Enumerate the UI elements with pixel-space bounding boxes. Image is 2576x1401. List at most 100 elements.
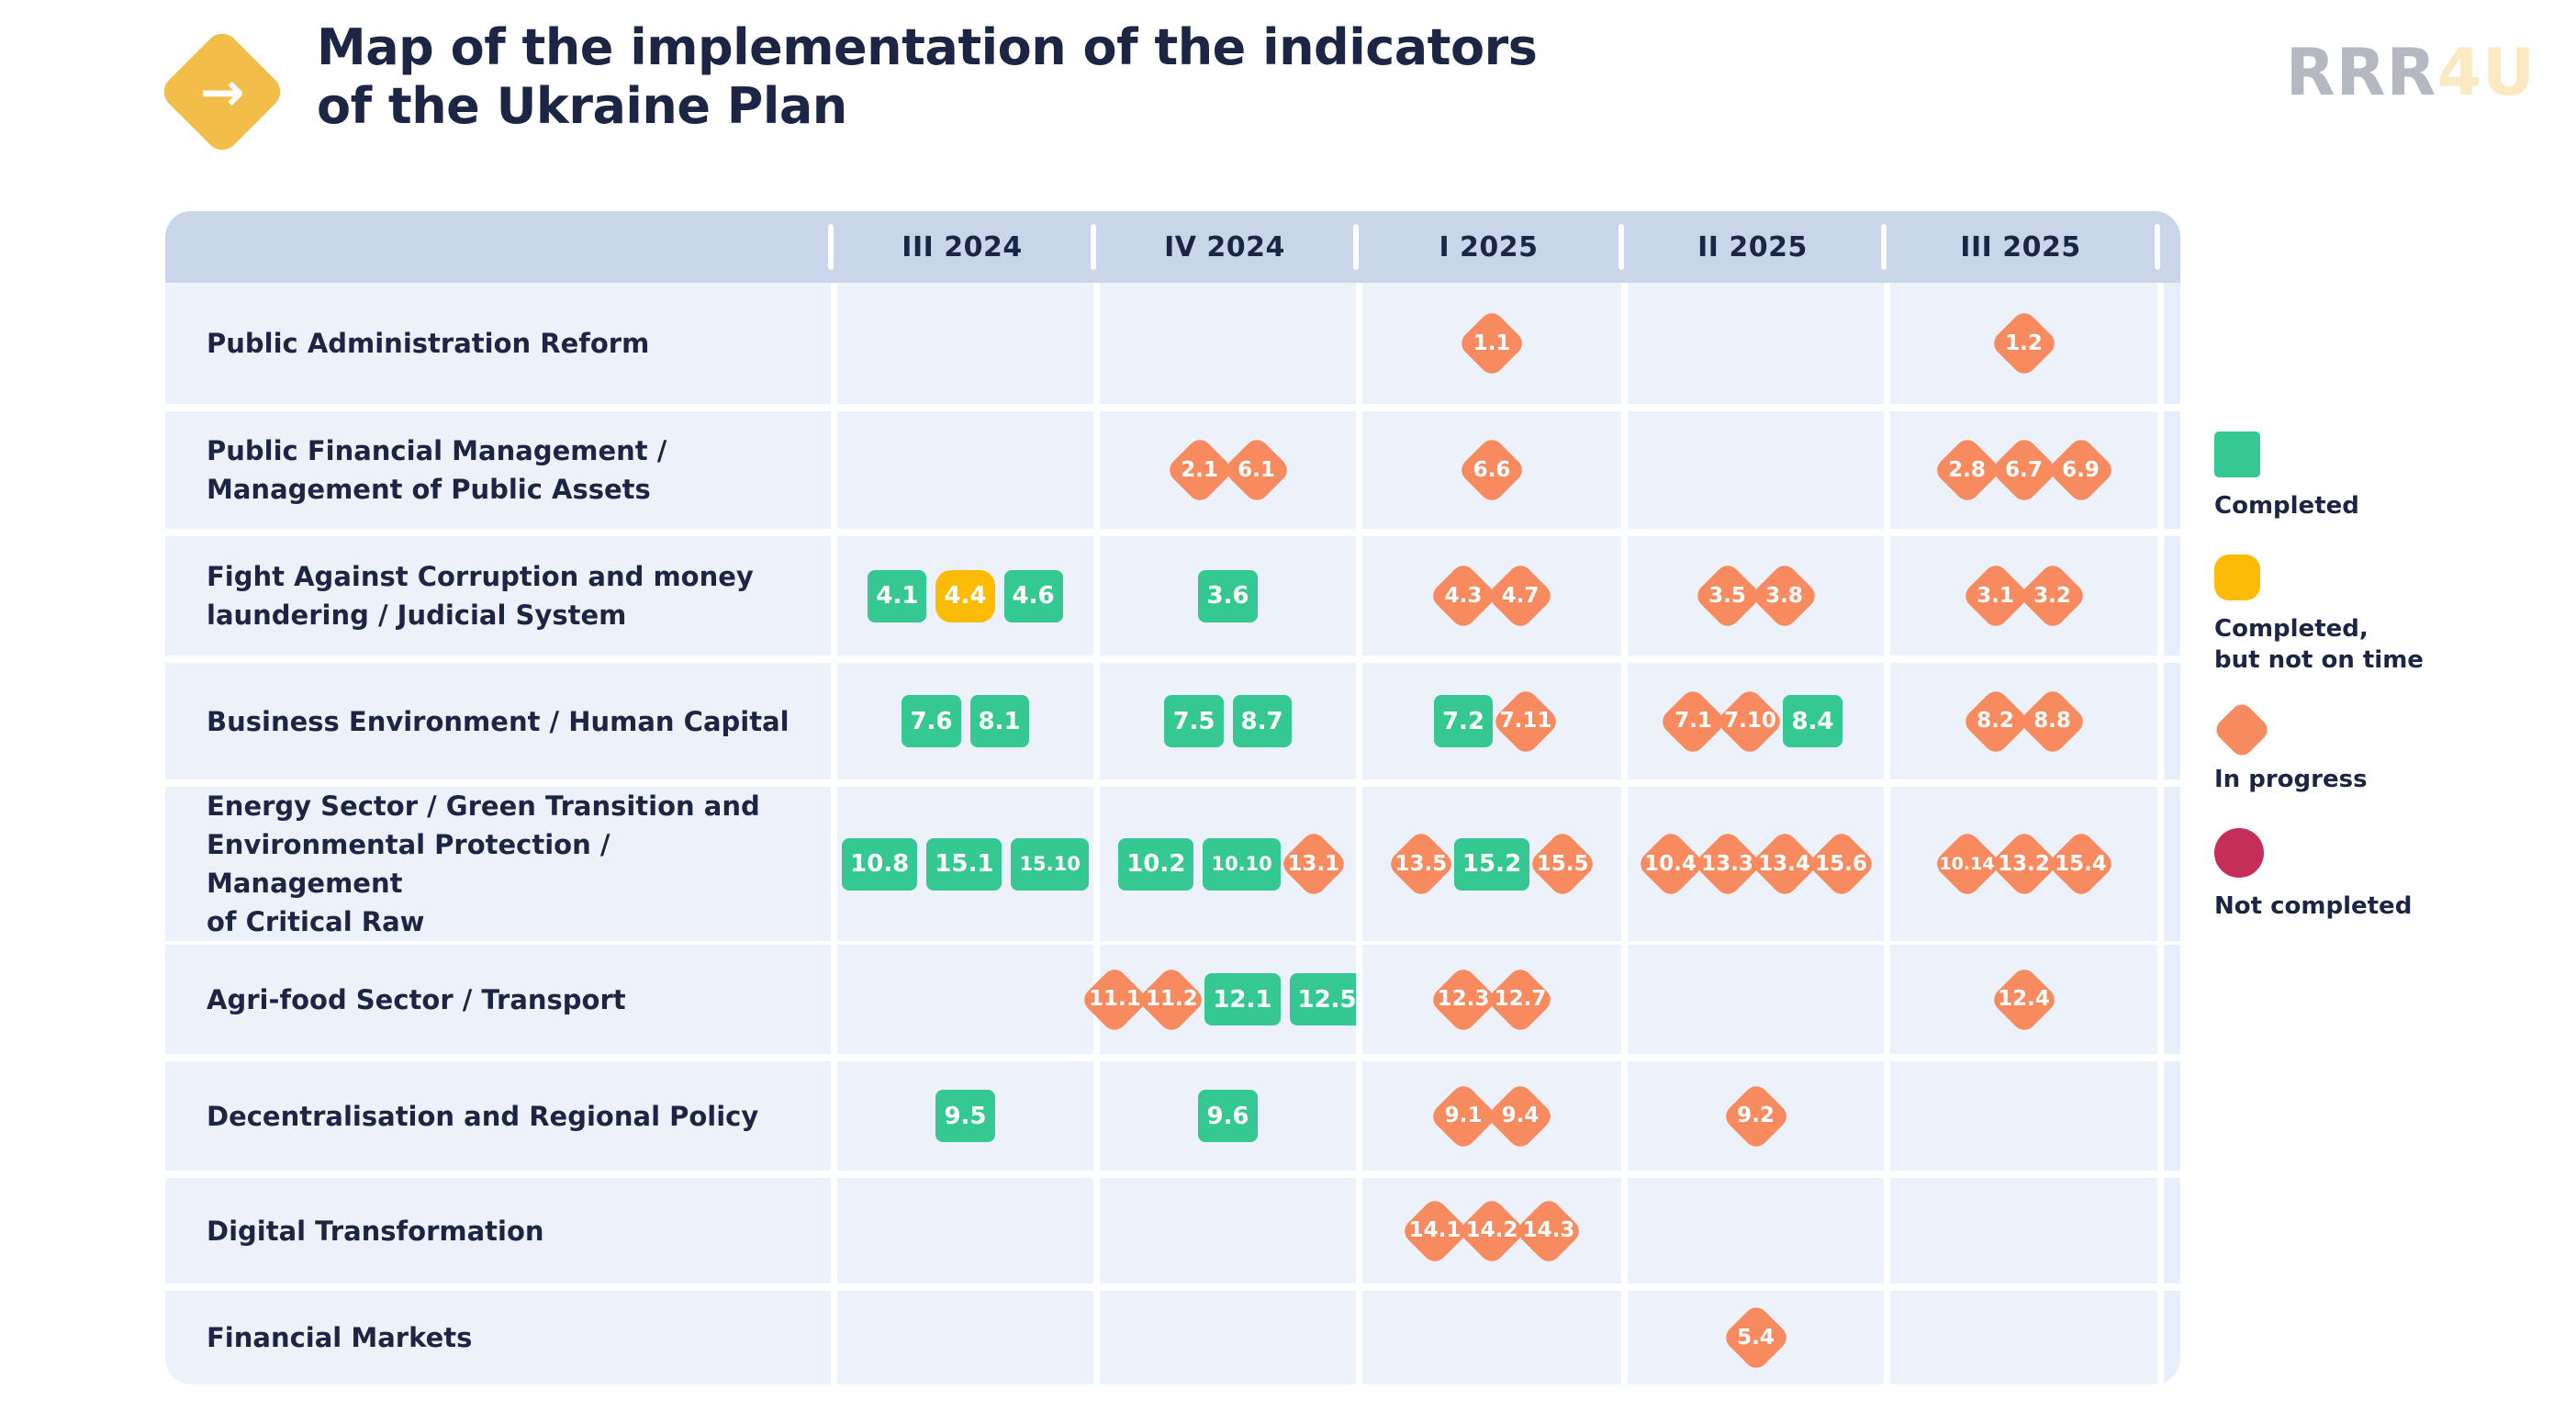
indicator-badge-4.1: 4.1 [868, 569, 927, 622]
matrix-cell-iv-2024 [1093, 1291, 1356, 1384]
matrix-cell-iv-2024 [1093, 283, 1356, 404]
column-divider [2155, 224, 2160, 270]
row-label: Decentralisation and Regional Policy [207, 1100, 759, 1132]
indicator-badge-label: 9.6 [1206, 1102, 1249, 1130]
matrix-cell-iv-2024: 11.1 11.2 12.1 12.5 [1080, 945, 1365, 1054]
matrix-corner-cell [165, 211, 831, 283]
header-right-strip [2155, 211, 2180, 283]
page-title-line1: Map of the implementation of the indicat… [317, 18, 1538, 76]
row-right-strip [2157, 536, 2180, 656]
indicator-badge-3.1: 3.1 [1960, 560, 2031, 632]
column-divider [828, 224, 834, 270]
badge-cluster: 7.1 7.10 8.4 [1658, 686, 1846, 757]
indicator-badge-label: 3.5 [1708, 583, 1746, 608]
indicator-badge-7.11: 7.11 [1490, 686, 1562, 757]
matrix-cell-iii-2025: 8.2 8.8 [1884, 663, 2157, 779]
indicator-badge-2.1: 2.1 [1164, 434, 1235, 506]
indicator-badge-label: 9.1 [1444, 1104, 1483, 1127]
matrix-cell-iii-2025 [1884, 1291, 2157, 1384]
indicator-badge-label: 13.1 [1287, 851, 1340, 876]
indicator-badge-8.4: 8.4 [1783, 695, 1842, 747]
matrix-cell-iii-2024: 7.6 8.1 [831, 663, 1093, 779]
row-right-strip [2157, 787, 2180, 941]
matrix-cell-iv-2024 [1093, 1178, 1356, 1283]
indicator-badge-7.5: 7.5 [1164, 695, 1224, 747]
row-label-cell: Financial Markets [165, 1291, 831, 1384]
matrix-cell-ii-2025: 9.2 [1621, 1061, 1884, 1171]
matrix-cell-iii-2024 [831, 1291, 1093, 1384]
legend-item-completed: Completed [2214, 432, 2554, 521]
matrix-cell-i-2025: 13.5 15.2 15.5 [1356, 787, 1621, 941]
brand-logo: RRR4U [2286, 40, 2536, 105]
matrix-cell-iv-2024: 3.6 [1093, 536, 1356, 656]
row-label: Energy Sector / Green Transition and Env… [207, 790, 760, 937]
badge-cluster: 1.1 [1456, 308, 1528, 379]
indicator-badge-8.1: 8.1 [969, 695, 1029, 747]
indicator-badge-10.4: 10.4 [1635, 828, 1706, 900]
indicator-badge-15.2: 15.2 [1453, 837, 1530, 891]
indicator-badge-label: 13.2 [1998, 851, 2050, 876]
badge-cluster: 5.4 [1720, 1302, 1791, 1373]
brand-4u: 4U [2436, 35, 2536, 110]
indicator-badge-15.6: 15.6 [1806, 828, 1876, 900]
row-label: Digital Transformation [207, 1215, 544, 1247]
indicator-badge-label: 6.6 [1473, 457, 1511, 482]
badge-cluster: 1.2 [1988, 308, 2059, 379]
row-right-strip [2157, 945, 2180, 1054]
indicator-badge-label: 7.5 [1172, 707, 1215, 735]
indicator-badge-9.2: 9.2 [1720, 1081, 1791, 1151]
row-right-strip [2157, 283, 2180, 404]
matrix-cell-ii-2025: 7.1 7.10 8.4 [1621, 663, 1884, 779]
indicator-badge-label: 13.5 [1394, 851, 1448, 876]
indicator-badge-7.6: 7.6 [902, 695, 961, 747]
indicator-badge-15.5: 15.5 [1527, 828, 1598, 900]
indicator-badge-label: 3.8 [1765, 583, 1803, 608]
indicator-badge-13.5: 13.5 [1385, 828, 1457, 900]
row-label-cell: Public Administration Reform [165, 283, 831, 404]
badge-cluster: 2.8 6.7 6.9 [1932, 434, 2116, 506]
indicator-badge-7.1: 7.1 [1658, 686, 1729, 757]
indicator-badge-12.3: 12.3 [1428, 964, 1499, 1035]
row-label-cell: Public Financial Management / Management… [165, 411, 831, 529]
indicator-badge-label: 8.7 [1240, 707, 1283, 735]
implementation-matrix: III 2024 IV 2024 I 2025 II 2025 III 2025 Pub… [165, 211, 2180, 1384]
column-divider [1091, 224, 1096, 270]
matrix-cell-ii-2025 [1621, 1178, 1884, 1283]
indicator-badge-8.2: 8.2 [1960, 686, 2031, 757]
badge-cluster: 7.2 7.11 [1429, 686, 1562, 757]
indicator-badge-13.1: 13.1 [1278, 828, 1349, 900]
matrix-body: Public Administration Reform 1.1 1.2 Public… [165, 283, 2180, 1384]
legend-item-in-progress: In progress [2212, 700, 2554, 795]
column-divider [1618, 224, 1624, 270]
matrix-cell-iii-2024 [831, 945, 1093, 1054]
indicator-badge-3.6: 3.6 [1198, 569, 1258, 622]
badge-cluster: 9.5 [931, 1090, 999, 1142]
plan-logo: → [157, 27, 287, 157]
indicator-badge-label: 15.2 [1462, 850, 1522, 878]
legend-swatch-diamond [2212, 700, 2272, 760]
indicator-badge-8.8: 8.8 [2017, 686, 2088, 757]
row-label-cell: Decentralisation and Regional Policy [165, 1061, 831, 1171]
indicator-badge-label: 13.4 [1758, 851, 1810, 876]
badge-cluster: 10.8 15.1 15.10 [837, 837, 1093, 891]
indicator-badge-label: 14.3 [1522, 1218, 1575, 1242]
badge-cluster: 10.2 10.10 13.1 [1114, 828, 1349, 900]
column-divider [1881, 224, 1887, 270]
row-label: Fight Against Corruption and money laund… [207, 561, 754, 631]
indicator-badge-15.1: 15.1 [926, 837, 1002, 891]
legend-label: In progress [2214, 766, 2368, 793]
indicator-badge-label: 9.5 [944, 1102, 987, 1130]
indicator-badge-6.9: 6.9 [2045, 434, 2116, 506]
row-label-cell: Energy Sector / Green Transition and Env… [165, 787, 831, 941]
page-title: Map of the implementation of the indicat… [317, 18, 1538, 136]
indicator-badge-label: 13.3 [1701, 851, 1753, 876]
indicator-badge-6.7: 6.7 [1988, 434, 2059, 506]
badge-cluster: 8.2 8.8 [1960, 686, 2088, 757]
indicator-badge-label: 15.4 [2055, 851, 2107, 876]
indicator-badge-label: 10.14 [1939, 853, 1995, 874]
column-header-iv-2024: IV 2024 [1091, 211, 1356, 283]
indicator-badge-label: 3.1 [1977, 583, 2014, 608]
indicator-badge-label: 7.1 [1674, 709, 1712, 733]
matrix-header: III 2024 IV 2024 I 2025 II 2025 III 2025 [165, 211, 2180, 283]
indicator-badge-label: 10.4 [1644, 851, 1697, 876]
